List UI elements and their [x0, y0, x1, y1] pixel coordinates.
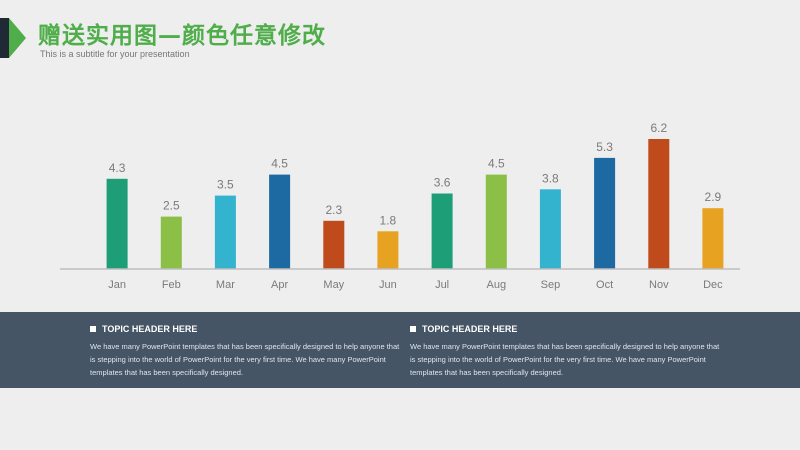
bar-aug — [485, 174, 507, 269]
x-tick-label-dec: Dec — [703, 279, 723, 291]
page-title: 赠送实用图—颜色任意修改 — [38, 23, 326, 49]
footer-column-1: TOPIC HEADER HERE We have many PowerPoin… — [90, 324, 400, 379]
bar-mar — [214, 195, 236, 269]
x-tick-label-jan: Jan — [108, 279, 126, 291]
page-subtitle: This is a subtitle for your presentation — [40, 49, 190, 59]
bar-jan — [106, 178, 128, 269]
bar-apr — [269, 174, 291, 269]
x-tick-label-oct: Oct — [596, 279, 613, 291]
bar-jun — [377, 231, 399, 269]
value-label-may: 2.3 — [325, 203, 342, 217]
square-bullet-icon — [90, 326, 96, 332]
bar-chart: 4.3 Jan 2.5 Feb 3.5 Mar 4.5 Apr 2.3 May 1.8 Jun 3.6 J… — [60, 121, 740, 291]
footer-column-2-heading: TOPIC HEADER HERE — [422, 324, 518, 334]
bar-feb — [160, 216, 182, 269]
x-tick-label-sep: Sep — [541, 279, 561, 291]
footer-panel: TOPIC HEADER HERE We have many PowerPoin… — [0, 312, 800, 388]
value-label-feb: 2.5 — [163, 199, 180, 213]
bar-sep — [539, 189, 561, 269]
x-tick-label-jul: Jul — [435, 279, 449, 291]
x-tick-label-mar: Mar — [216, 279, 235, 291]
footer-column-2: TOPIC HEADER HERE We have many PowerPoin… — [410, 324, 720, 379]
bar-oct — [594, 157, 616, 269]
bar-nov — [648, 139, 670, 269]
bar-jul — [431, 193, 453, 269]
footer-column-2-header: TOPIC HEADER HERE — [410, 324, 720, 334]
footer-column-1-heading: TOPIC HEADER HERE — [102, 324, 198, 334]
value-label-apr: 4.5 — [271, 157, 288, 171]
accent-tab-icon — [0, 18, 26, 58]
x-tick-label-may: May — [323, 279, 344, 291]
x-tick-label-aug: Aug — [487, 279, 507, 291]
footer-column-1-body: We have many PowerPoint templates that h… — [90, 342, 400, 377]
value-label-jul: 3.6 — [434, 176, 451, 190]
x-tick-label-nov: Nov — [649, 279, 669, 291]
bar-dec — [702, 208, 724, 269]
value-label-dec: 2.9 — [705, 190, 722, 204]
value-label-oct: 5.3 — [596, 140, 613, 154]
value-label-jun: 1.8 — [380, 213, 397, 227]
x-tick-label-feb: Feb — [162, 279, 181, 291]
value-label-aug: 4.5 — [488, 157, 505, 171]
footer-column-2-body: We have many PowerPoint templates that h… — [410, 342, 720, 377]
value-label-nov: 6.2 — [650, 121, 667, 135]
x-tick-label-jun: Jun — [379, 279, 397, 291]
value-label-mar: 3.5 — [217, 178, 234, 192]
bar-may — [323, 220, 345, 269]
footer-column-1-header: TOPIC HEADER HERE — [90, 324, 400, 334]
value-label-jan: 4.3 — [109, 161, 126, 175]
x-tick-label-apr: Apr — [271, 279, 288, 291]
value-label-sep: 3.8 — [542, 171, 559, 185]
square-bullet-icon — [410, 326, 416, 332]
